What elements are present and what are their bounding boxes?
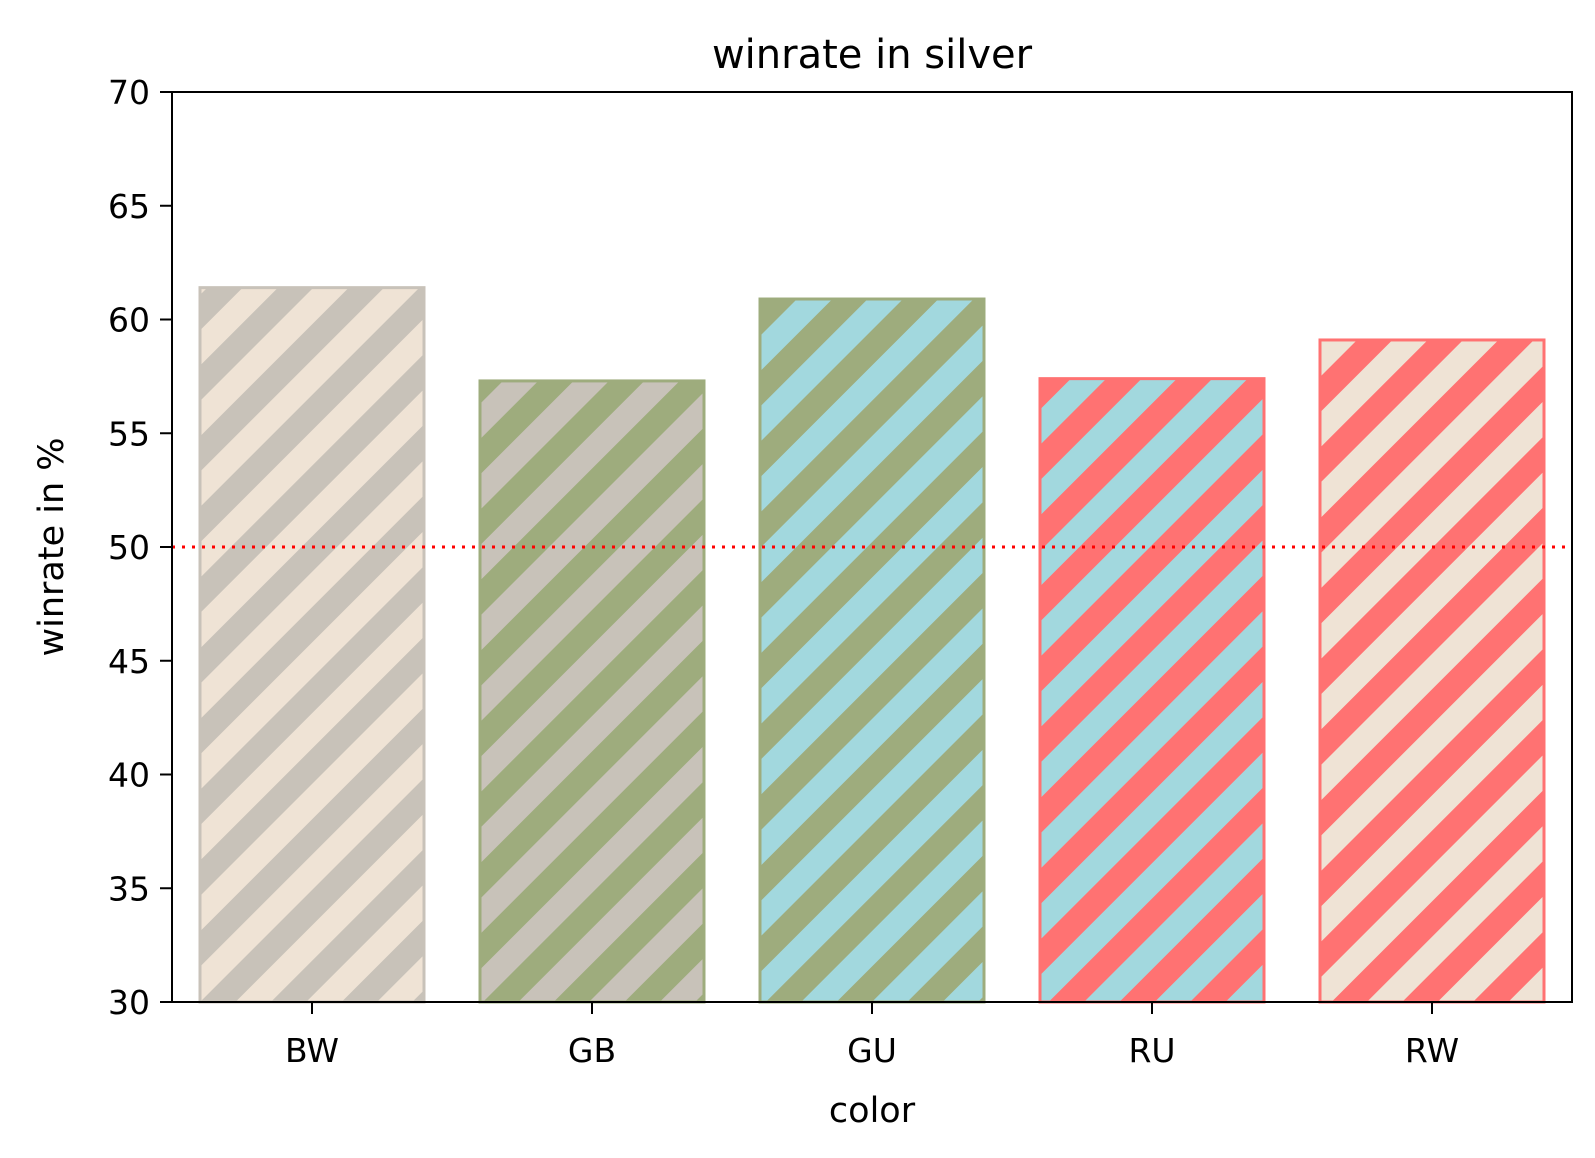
y-tick-label: 70 [108, 73, 150, 112]
bar-rw [1318, 338, 1546, 1004]
y-tick-label: 45 [108, 642, 150, 681]
y-tick-label: 35 [108, 869, 150, 908]
bar-gb [478, 379, 706, 1004]
y-tick-label: 55 [108, 414, 150, 453]
bars-group [198, 286, 1546, 1004]
y-axis-title: winrate in % [32, 437, 72, 656]
bar-ru [1038, 377, 1266, 1004]
x-tick-label-rw: RW [1405, 1031, 1459, 1070]
y-axis: 30 35 40 45 50 55 60 65 70 [108, 73, 172, 1022]
chart-title: winrate in silver [712, 32, 1033, 78]
bar-bw [198, 286, 426, 1004]
y-tick-label: 30 [108, 983, 150, 1022]
y-tick-label: 40 [108, 756, 150, 795]
x-tick-label-gu: GU [847, 1031, 897, 1070]
bar-gu [758, 297, 986, 1004]
y-tick-label: 65 [108, 187, 150, 226]
x-tick-label-ru: RU [1128, 1031, 1175, 1070]
x-tick-label-bw: BW [285, 1031, 339, 1070]
y-tick-label: 50 [108, 528, 150, 567]
x-axis: BW GB GU RU RW [285, 1002, 1459, 1070]
x-tick-label-gb: GB [568, 1031, 616, 1070]
x-axis-title: color [829, 1091, 916, 1131]
y-tick-label: 60 [108, 301, 150, 340]
